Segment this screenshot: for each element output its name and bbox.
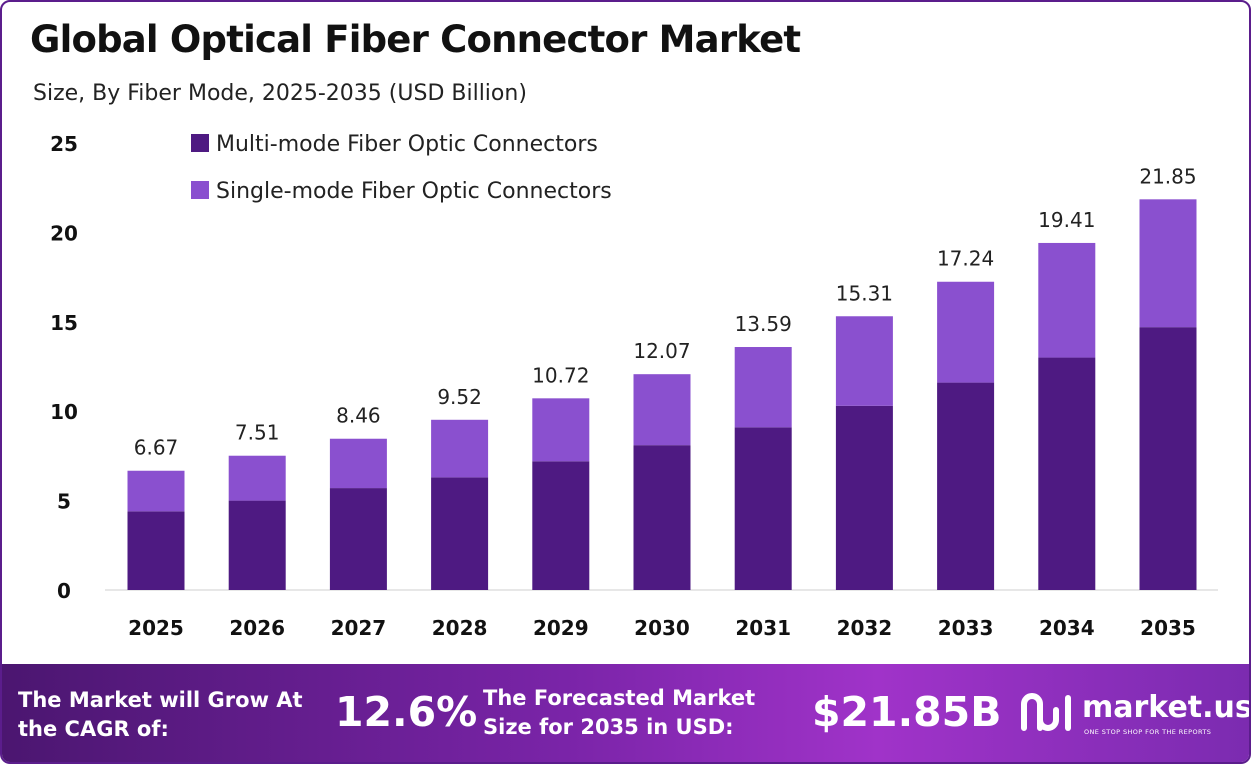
data-label: 10.72 [532, 363, 589, 387]
x-tick-label: 2034 [1039, 616, 1095, 640]
bar-single-mode [1038, 242, 1096, 358]
y-tick-label: 25 [50, 132, 78, 156]
bar-single-mode [431, 419, 489, 478]
data-label: 13.59 [735, 312, 792, 336]
bar-single-mode [734, 347, 792, 428]
legend-swatch-multi-mode [191, 134, 209, 152]
x-tick-label: 2026 [229, 616, 285, 640]
bar-multi-mode [1139, 327, 1197, 590]
x-tick-label: 2025 [128, 616, 184, 640]
legend-label: Single-mode Fiber Optic Connectors [216, 179, 612, 204]
chart-title: Global Optical Fiber Connector Market [30, 18, 801, 61]
bar-multi-mode [633, 445, 691, 590]
x-tick-label: 2032 [837, 616, 893, 640]
data-label: 6.67 [134, 436, 179, 460]
legend-label: Multi-mode Fiber Optic Connectors [216, 132, 598, 157]
data-label: 8.46 [336, 404, 381, 428]
data-label: 7.51 [235, 421, 280, 445]
bar-single-mode [127, 470, 185, 512]
bar-single-mode [937, 281, 995, 383]
bar-multi-mode [228, 500, 286, 590]
bar-single-mode [633, 374, 691, 446]
bar-single-mode [835, 316, 893, 406]
data-label: 15.31 [836, 281, 893, 305]
y-tick-label: 10 [50, 400, 78, 424]
data-label: 19.41 [1038, 208, 1095, 232]
x-tick-label: 2031 [735, 616, 791, 640]
footer-banner: The Market will Grow At the CAGR of: 12.… [2, 664, 1249, 762]
y-tick-label: 15 [50, 311, 78, 335]
data-label: 12.07 [633, 339, 690, 363]
bar-multi-mode [835, 405, 893, 590]
market-us-logo: market.us ONE STOP SHOP FOR THE REPORTS [1020, 688, 1249, 742]
x-tick-label: 2028 [432, 616, 488, 640]
data-label: 21.85 [1139, 164, 1196, 188]
forecast-value: $21.85B [812, 688, 1002, 736]
x-tick-label: 2035 [1140, 616, 1196, 640]
bar-multi-mode [734, 427, 792, 590]
x-tick-label: 2029 [533, 616, 589, 640]
data-label: 17.24 [937, 247, 994, 271]
data-label: 9.52 [437, 385, 482, 409]
x-tick-label: 2033 [938, 616, 994, 640]
logo-tagline: ONE STOP SHOP FOR THE REPORTS [1084, 728, 1212, 736]
bar-multi-mode [1038, 357, 1096, 590]
x-tick-label: 2027 [331, 616, 387, 640]
cagr-label: The Market will Grow At the CAGR of: [18, 688, 303, 741]
logo-wordmark: market.us [1082, 690, 1251, 725]
stacked-bar-chart: 05101520256.6720257.5120268.4620279.5220… [50, 132, 1218, 640]
x-tick-label: 2030 [634, 616, 690, 640]
market-us-logo-icon [1021, 693, 1071, 731]
chart-subtitle: Size, By Fiber Mode, 2025-2035 (USD Bill… [33, 81, 527, 106]
bar-multi-mode [937, 382, 995, 590]
bar-multi-mode [431, 477, 489, 590]
bar-single-mode [1139, 199, 1197, 328]
bar-single-mode [329, 438, 387, 489]
forecast-label: The Forecasted Market Size for 2035 in U… [483, 686, 756, 739]
bar-multi-mode [329, 488, 387, 590]
bar-multi-mode [127, 511, 185, 590]
bar-single-mode [532, 398, 590, 462]
cagr-value: 12.6% [335, 688, 478, 736]
y-tick-label: 5 [57, 490, 71, 514]
y-tick-label: 0 [57, 579, 71, 603]
bar-single-mode [228, 455, 286, 501]
bar-multi-mode [532, 461, 590, 590]
y-tick-label: 20 [50, 221, 78, 245]
legend-swatch-single-mode [191, 181, 209, 199]
